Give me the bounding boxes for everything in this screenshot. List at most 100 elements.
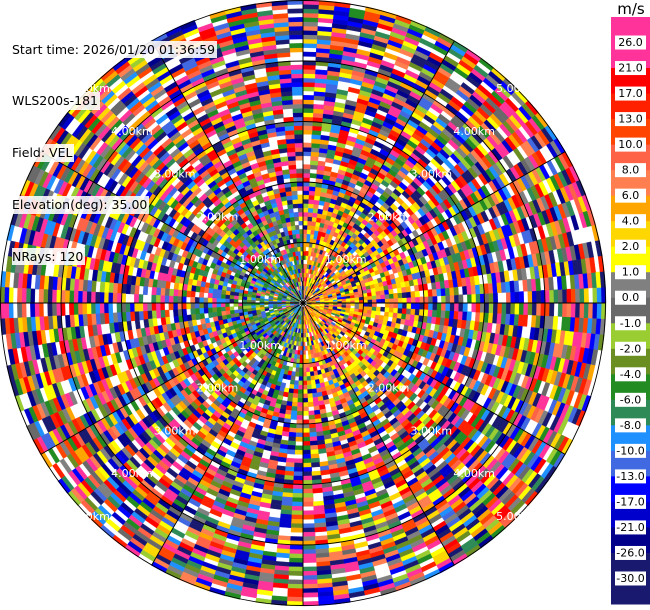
velocity-cell <box>431 288 438 297</box>
velocity-cell <box>308 194 315 200</box>
velocity-cell <box>384 293 390 299</box>
velocity-cell <box>224 298 230 304</box>
velocity-cell <box>406 297 412 304</box>
velocity-cell <box>423 296 429 304</box>
velocity-cell <box>297 211 304 217</box>
velocity-cell <box>302 81 315 88</box>
velocity-cell <box>291 90 304 96</box>
velocity-cell <box>289 216 295 223</box>
velocity-cell <box>168 288 175 297</box>
velocity-cell <box>293 116 304 122</box>
velocity-cell <box>103 302 109 314</box>
velocity-cell <box>290 73 304 79</box>
velocity-cell <box>242 302 248 307</box>
velocity-cell <box>287 160 297 166</box>
velocity-cell <box>484 293 490 304</box>
velocity-cell <box>441 295 447 304</box>
velocity-cell <box>302 43 317 49</box>
velocity-cell <box>286 142 296 149</box>
velocity-cell <box>383 51 398 61</box>
velocity-cell <box>310 142 320 149</box>
velocity-cell <box>297 194 304 200</box>
velocity-cell <box>112 292 118 304</box>
velocity-cell <box>38 302 44 318</box>
velocity-cell <box>302 86 315 92</box>
velocity-cell <box>277 139 287 146</box>
velocity-cell <box>570 288 576 304</box>
velocity-cell <box>287 8 304 14</box>
velocity-cell <box>246 296 252 301</box>
velocity-cell <box>306 220 312 226</box>
velocity-cell <box>306 224 312 231</box>
velocity-cell <box>8 287 14 304</box>
velocity-cell <box>373 140 384 149</box>
velocity-cell <box>384 298 390 304</box>
velocity-cell <box>17 287 23 304</box>
velocity-cell <box>314 69 328 76</box>
velocity-cell <box>116 293 122 304</box>
velocity-field <box>0 0 607 607</box>
velocity-cell <box>142 302 148 312</box>
velocity-cell <box>289 43 304 49</box>
velocity-cell <box>306 259 311 265</box>
velocity-cell <box>460 82 475 95</box>
velocity-cell <box>471 293 477 304</box>
velocity-cell <box>103 292 109 304</box>
velocity-cell <box>194 297 200 304</box>
velocity-cell <box>294 224 300 231</box>
velocity-cell <box>56 302 62 317</box>
velocity-cell <box>312 103 325 110</box>
velocity-cell <box>90 291 96 304</box>
velocity-cell <box>308 186 316 192</box>
velocity-cell <box>502 155 514 169</box>
velocity-cell <box>291 194 298 200</box>
velocity-cell <box>292 112 304 118</box>
velocity-cell <box>302 112 314 118</box>
velocity-cell <box>177 289 183 297</box>
velocity-cell <box>393 292 399 299</box>
velocity-cell <box>293 216 299 222</box>
velocity-cell <box>255 297 261 301</box>
velocity-cell <box>233 295 239 300</box>
velocity-cell <box>319 134 330 141</box>
velocity-cell <box>311 212 318 218</box>
velocity-cell <box>151 310 157 320</box>
velocity-cell <box>237 295 243 301</box>
velocity-cell <box>4 302 10 319</box>
velocity-cell <box>512 147 525 162</box>
velocity-cell <box>289 173 297 179</box>
velocity-cell <box>294 142 304 148</box>
velocity-cell <box>127 329 134 341</box>
velocity-cell <box>397 297 403 304</box>
velocity-cell <box>307 216 313 222</box>
velocity-cell <box>155 310 162 319</box>
velocity-cell <box>292 238 297 244</box>
velocity-cell <box>458 294 464 304</box>
velocity-cell <box>596 287 602 304</box>
velocity-cell <box>445 295 451 304</box>
velocity-cell <box>295 168 304 174</box>
velocity-cell <box>199 307 205 315</box>
velocity-cell <box>410 290 416 298</box>
velocity-cell <box>537 225 546 240</box>
velocity-cell <box>155 287 162 296</box>
velocity-cell <box>77 290 83 304</box>
velocity-cell <box>410 296 416 304</box>
velocity-cell <box>293 133 304 139</box>
velocity-cell <box>367 295 373 300</box>
velocity-cell <box>518 291 525 304</box>
velocity-cell <box>309 164 318 170</box>
velocity-cell <box>510 291 516 304</box>
velocity-cell <box>371 298 377 304</box>
velocity-cell <box>94 302 101 315</box>
velocity-cell <box>233 299 239 304</box>
velocity-cell <box>155 295 161 304</box>
velocity-cell <box>467 293 473 304</box>
velocity-cell <box>298 216 304 222</box>
velocity-cell <box>172 302 178 311</box>
velocity-cell <box>570 214 580 231</box>
velocity-cell <box>302 142 312 148</box>
velocity-cell <box>302 177 310 183</box>
velocity-cell <box>302 237 307 243</box>
